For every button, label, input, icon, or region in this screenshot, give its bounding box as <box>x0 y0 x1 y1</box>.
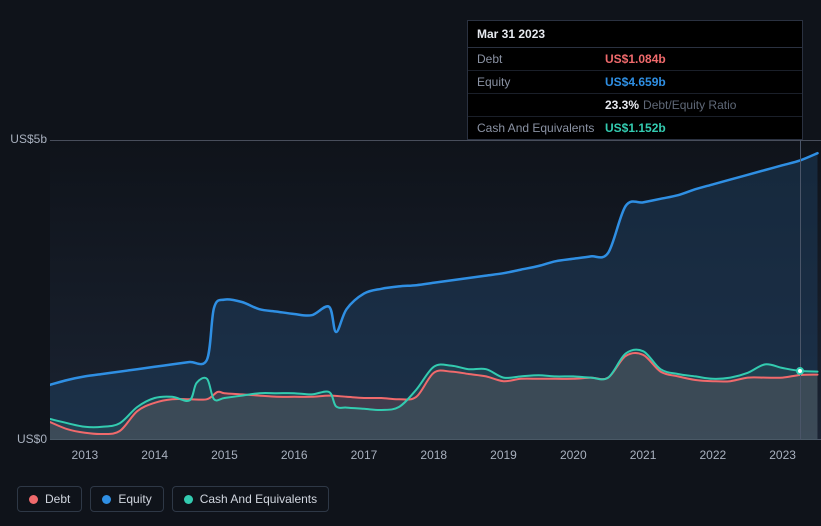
tooltip-row: 23.3%Debt/Equity Ratio <box>468 94 802 117</box>
x-tick-label: 2013 <box>72 448 99 462</box>
x-tick-label: 2021 <box>630 448 657 462</box>
x-tick-label: 2022 <box>699 448 726 462</box>
tooltip-row-label <box>477 98 605 112</box>
x-tick-label: 2020 <box>560 448 587 462</box>
x-tick-label: 2015 <box>211 448 238 462</box>
legend-item-equity[interactable]: Equity <box>90 486 163 512</box>
cursor-marker <box>796 367 804 375</box>
x-tick-label: 2016 <box>281 448 308 462</box>
cursor-line <box>800 140 801 440</box>
tooltip-row: EquityUS$4.659b <box>468 71 802 94</box>
tooltip-row-label: Debt <box>477 52 605 66</box>
tooltip-row-value: US$4.659b <box>605 75 666 89</box>
x-tick-label: 2019 <box>490 448 517 462</box>
x-tick-label: 2018 <box>420 448 447 462</box>
legend-item-cash[interactable]: Cash And Equivalents <box>172 486 329 512</box>
x-tick-label: 2023 <box>769 448 796 462</box>
x-tick-label: 2014 <box>141 448 168 462</box>
y-tick-label: US$0 <box>7 432 47 446</box>
legend-label: Cash And Equivalents <box>200 492 317 506</box>
financials-chart: US$5bUS$0 201320142015201620172018201920… <box>17 122 821 470</box>
tooltip-row-label: Equity <box>477 75 605 89</box>
legend-dot-icon <box>102 495 111 504</box>
legend-label: Equity <box>118 492 151 506</box>
tooltip-row-value: US$1.084b <box>605 52 666 66</box>
chart-legend: Debt Equity Cash And Equivalents <box>17 486 329 512</box>
legend-dot-icon <box>184 495 193 504</box>
chart-svg <box>50 140 821 440</box>
tooltip-date: Mar 31 2023 <box>468 21 802 48</box>
chart-plot[interactable] <box>50 140 821 440</box>
tooltip-row-value: 23.3%Debt/Equity Ratio <box>605 98 736 112</box>
y-tick-label: US$5b <box>7 132 47 146</box>
x-axis-labels: 2013 2014 2015 2016 2017 2018 2019 2020 2021 2022… <box>50 448 821 466</box>
legend-dot-icon <box>29 495 38 504</box>
x-tick-label: 2017 <box>351 448 378 462</box>
tooltip-row: DebtUS$1.084b <box>468 48 802 71</box>
legend-label: Debt <box>45 492 70 506</box>
legend-item-debt[interactable]: Debt <box>17 486 82 512</box>
tooltip-row-sub: Debt/Equity Ratio <box>643 98 736 112</box>
